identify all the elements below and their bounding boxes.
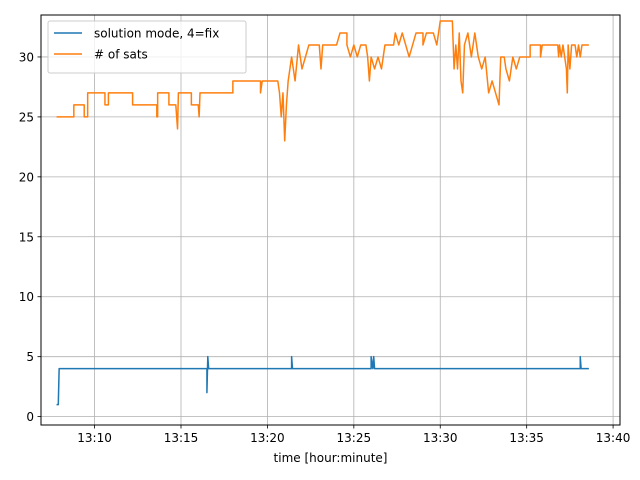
- plot-frame: [40, 14, 621, 426]
- x-tick-label: 13:10: [77, 431, 112, 445]
- y-tick-label: 30: [19, 50, 34, 64]
- x-tick-label: 13:40: [596, 431, 631, 445]
- y-tick-label: 0: [26, 410, 34, 424]
- legend-label-1: # of sats: [94, 48, 148, 62]
- y-tick-label: 15: [19, 230, 34, 244]
- grid: [41, 15, 620, 425]
- x-tick-label: 13:30: [423, 431, 458, 445]
- legend-box: [47, 20, 247, 74]
- y-tick-label: 10: [19, 290, 34, 304]
- x-tick-label: 13:20: [250, 431, 285, 445]
- legend: solution mode, 4=fix # of sats: [47, 20, 247, 74]
- series-layer: [56, 20, 589, 406]
- y-tick-label: 20: [19, 170, 34, 184]
- x-tick-label: 13:35: [509, 431, 544, 445]
- series-line-0: [56, 355, 589, 406]
- y-tick-label: 5: [26, 350, 34, 364]
- legend-label-0: solution mode, 4=fix: [94, 27, 219, 41]
- x-tick-label: 13:15: [164, 431, 199, 445]
- series-line-1: [56, 20, 589, 142]
- x-tick-label: 13:25: [337, 431, 372, 445]
- ticks: 13:10 13:15 13:20 13:25 13:30 13:35 13:40 0 5 10 1…: [19, 50, 631, 445]
- x-axis-label: time [hour:minute]: [274, 451, 388, 465]
- y-tick-label: 25: [19, 110, 34, 124]
